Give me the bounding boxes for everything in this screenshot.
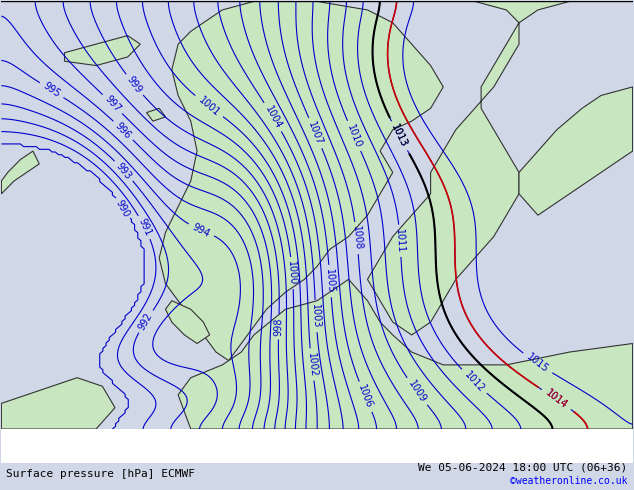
Text: 999: 999 — [125, 74, 144, 95]
Polygon shape — [1, 378, 115, 429]
Text: 995: 995 — [41, 81, 62, 99]
Text: 990: 990 — [113, 198, 131, 219]
Text: Surface pressure [hPa] ECMWF: Surface pressure [hPa] ECMWF — [6, 469, 195, 479]
Text: 996: 996 — [113, 121, 133, 141]
Polygon shape — [1, 151, 39, 194]
Text: ©weatheronline.co.uk: ©weatheronline.co.uk — [510, 476, 628, 486]
Text: 1003: 1003 — [311, 304, 321, 329]
Text: 1009: 1009 — [406, 378, 428, 404]
Text: 998: 998 — [273, 318, 284, 336]
Text: 1008: 1008 — [351, 225, 363, 251]
Text: 991: 991 — [136, 217, 153, 238]
Polygon shape — [317, 1, 569, 335]
Text: 1005: 1005 — [324, 269, 336, 294]
Polygon shape — [165, 301, 210, 343]
Bar — [1, 429, 633, 463]
Text: 1011: 1011 — [394, 228, 406, 253]
Text: 1014: 1014 — [544, 388, 569, 411]
Polygon shape — [178, 279, 633, 429]
Text: 994: 994 — [191, 221, 212, 239]
Text: 1006: 1006 — [356, 384, 374, 410]
Text: 1010: 1010 — [345, 122, 363, 149]
Text: 1002: 1002 — [306, 352, 318, 377]
Polygon shape — [519, 87, 633, 215]
Polygon shape — [159, 1, 443, 361]
Text: 1013: 1013 — [389, 122, 409, 149]
Polygon shape — [65, 36, 140, 66]
Text: 992: 992 — [137, 311, 155, 332]
Text: 1014: 1014 — [544, 388, 569, 411]
Text: 993: 993 — [114, 161, 134, 181]
Text: 1000: 1000 — [287, 261, 298, 286]
Text: We 05-06-2024 18:00 UTC (06+36): We 05-06-2024 18:00 UTC (06+36) — [418, 463, 628, 472]
Text: 1001: 1001 — [197, 95, 221, 118]
Text: 997: 997 — [103, 94, 122, 114]
Text: 1004: 1004 — [262, 104, 283, 130]
Polygon shape — [146, 108, 165, 121]
Text: 1012: 1012 — [462, 369, 486, 394]
Text: 1013: 1013 — [389, 122, 409, 149]
Text: 1007: 1007 — [306, 120, 325, 147]
Text: 1015: 1015 — [525, 352, 550, 375]
